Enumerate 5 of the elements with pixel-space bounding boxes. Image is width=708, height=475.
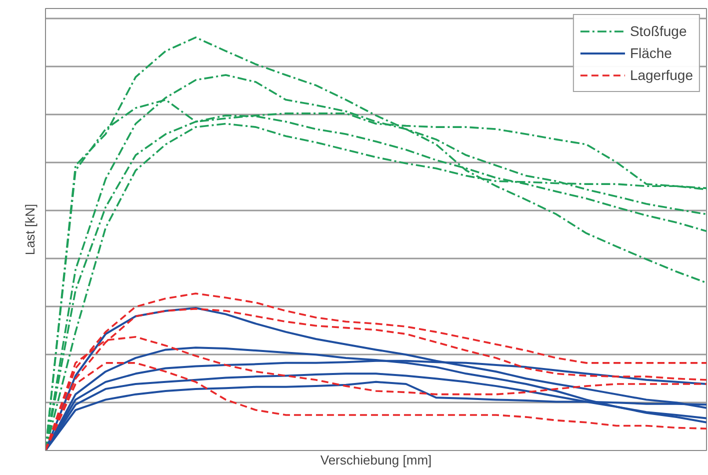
x-axis-title: Verschiebung [mm] (320, 452, 432, 468)
legend-label: Fläche (630, 45, 672, 61)
legend-label: Stoßfuge (630, 23, 687, 39)
y-axis-title: Last [kN] (22, 204, 38, 256)
legend-label: Lagerfuge (630, 67, 693, 83)
